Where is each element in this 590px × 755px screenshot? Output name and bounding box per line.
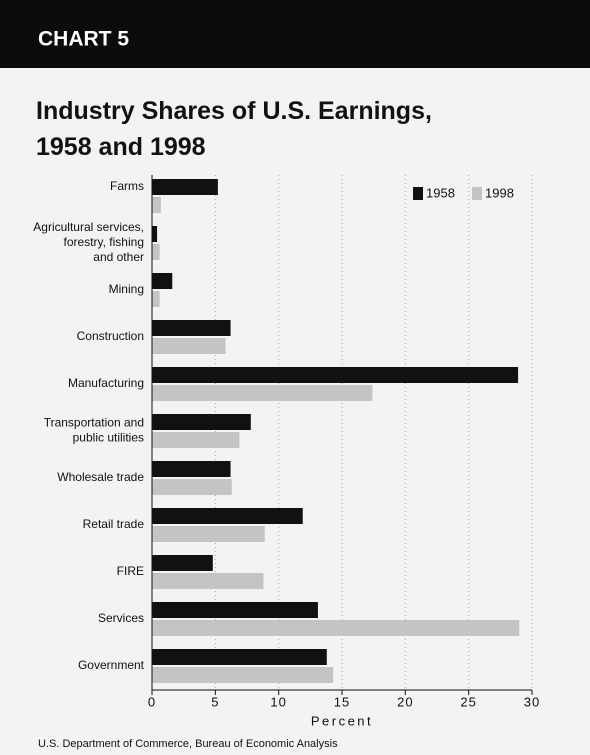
chart-title: Industry Shares of U.S. Earnings, 1958 an… bbox=[36, 97, 432, 161]
y-tick-label: Agricultural services, forestry, fishing a… bbox=[33, 220, 144, 264]
y-tick-label: Construction bbox=[77, 329, 144, 343]
bar bbox=[152, 291, 160, 307]
source: U.S. Department of Commerce, Bureau of E… bbox=[38, 738, 338, 750]
bar bbox=[152, 432, 240, 448]
bar bbox=[152, 555, 213, 571]
y-tick-label: Government bbox=[78, 658, 145, 672]
x-tick-label: 0 bbox=[148, 694, 156, 709]
bar bbox=[152, 179, 218, 195]
legend-swatch bbox=[472, 187, 482, 200]
x-tick-label: 20 bbox=[397, 694, 413, 709]
bar bbox=[152, 620, 520, 636]
bar bbox=[152, 479, 232, 495]
y-tick-label: Mining bbox=[109, 282, 144, 296]
bar bbox=[152, 461, 231, 477]
bar bbox=[152, 414, 251, 430]
y-tick-label: Transportation and public utilities bbox=[44, 416, 144, 445]
legend-label: 1998 bbox=[485, 185, 514, 200]
bar bbox=[152, 273, 173, 289]
bar bbox=[152, 226, 158, 242]
bar bbox=[152, 385, 373, 401]
x-tick-label: 5 bbox=[211, 694, 219, 709]
x-tick-label: 25 bbox=[460, 694, 476, 709]
bar bbox=[152, 338, 226, 354]
x-tick-label: 10 bbox=[270, 694, 286, 709]
header-bar bbox=[0, 0, 590, 68]
bar bbox=[152, 320, 231, 336]
y-tick-label: FIRE bbox=[117, 564, 144, 578]
bar bbox=[152, 573, 264, 589]
bar bbox=[152, 508, 303, 524]
header-label: CHART 5 bbox=[38, 28, 129, 51]
bar bbox=[152, 526, 265, 542]
bar bbox=[152, 367, 519, 383]
y-tick-label: Farms bbox=[110, 179, 144, 193]
y-tick-label: Services bbox=[98, 611, 144, 625]
bar bbox=[152, 244, 160, 260]
x-tick-label: 15 bbox=[334, 694, 350, 709]
y-tick-label: Wholesale trade bbox=[57, 470, 144, 484]
x-axis-label: Percent bbox=[311, 713, 373, 728]
y-tick-label: Manufacturing bbox=[68, 376, 144, 390]
bar bbox=[152, 602, 318, 618]
bar bbox=[152, 667, 334, 683]
y-tick-label: Retail trade bbox=[83, 517, 145, 531]
legend-swatch bbox=[413, 187, 423, 200]
bar bbox=[152, 649, 327, 665]
bar bbox=[152, 197, 161, 213]
legend-label: 1958 bbox=[426, 185, 455, 200]
x-tick-label: 30 bbox=[524, 694, 540, 709]
